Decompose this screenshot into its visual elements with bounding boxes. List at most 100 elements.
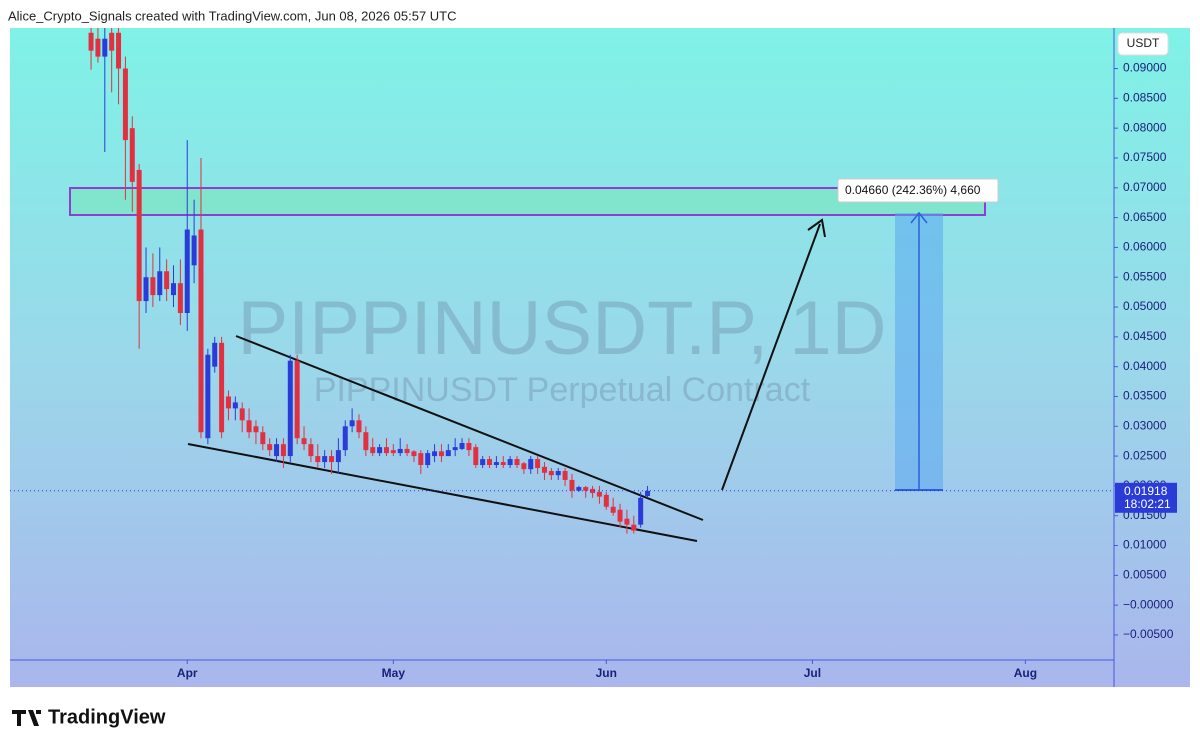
y-tick-label: 0.07500 [1123,150,1167,164]
candle-body [164,271,170,290]
y-tick-label: 0.08000 [1123,120,1167,134]
candle-body [143,277,149,302]
candle-body [88,32,94,51]
candle-body [590,488,596,494]
candle-body [390,450,396,454]
candle-body [370,447,376,454]
measure-label-box [837,178,999,203]
header-text: Alice_Crypto_Signals created with Tradin… [8,8,457,23]
candle-body [102,38,108,57]
candle-body [157,271,163,296]
candle-body [239,408,245,421]
candle-body [521,463,527,470]
y-tick-label: 0.04500 [1123,329,1167,343]
candle-body [136,169,142,302]
resistance-zone [69,187,986,216]
candle-body [383,447,389,454]
candle-body [535,459,541,469]
y-tick-label: 0.05500 [1123,269,1167,283]
y-tick-label: 0.07000 [1123,180,1167,194]
candle-body [377,447,383,454]
measure-arrow-head [910,211,928,224]
x-tick-label: Jul [804,666,821,680]
candle-body [514,459,520,466]
watermark-symbol: PIPPINUSDT.P, 1D [237,286,886,371]
y-tick-label: 0.00500 [1123,568,1167,582]
candle-body [329,456,335,463]
candle-body [232,402,238,409]
candle-body [541,466,547,473]
candle-body [555,470,561,476]
projection-arrow [721,223,821,491]
candle-body [177,283,183,313]
last-price-box [1115,482,1177,513]
wedge-upper-line [235,335,704,521]
y-tick-label: 0.01000 [1123,538,1167,552]
candle-body [363,432,369,451]
candle-body [576,487,582,491]
countdown-label: 18:02:21 [1124,497,1171,511]
candle-body [452,447,458,451]
y-tick-label: 0.05000 [1123,299,1167,313]
unit-label: USDT [1127,36,1160,50]
candle-body [267,444,273,451]
candle-body [315,456,321,463]
candle-body [480,459,486,466]
candle-body [617,509,623,522]
candle-body [548,470,554,476]
candle-body [473,447,479,466]
unit-box [1117,32,1169,56]
footer-background [0,687,1200,747]
plot [69,28,986,542]
footer-brand: TradingView [48,706,166,728]
candle-body [583,487,589,491]
candle-body [418,453,424,466]
watermark-description: PIPPINUSDT Perpetual Contract [314,371,811,409]
candle-body [342,426,348,451]
y-tick-label: −0.00500 [1123,627,1174,641]
candle-body [638,497,644,525]
candle-body [212,342,218,367]
x-tick-label: Aug [1014,666,1037,680]
candle-body [287,360,293,457]
candle-body [246,420,252,433]
candle-body [507,459,513,466]
candle-body [493,462,499,466]
y-tick-label: −0.00000 [1123,597,1174,611]
candle-body [432,451,438,457]
candle-body [109,32,115,51]
y-tick-label: 0.06000 [1123,240,1167,254]
candle-body [260,432,266,445]
candle-body [404,448,410,454]
candle-body [397,448,403,454]
candle-body [466,442,472,451]
candle-body [335,450,341,463]
candle-body [425,453,431,466]
candle-body [459,442,465,449]
candle-body [122,68,128,141]
candle-body [308,444,314,457]
candle-body [631,524,637,531]
candle-body [184,229,190,313]
candle-body [253,426,259,433]
y-tick-label: 0.06500 [1123,210,1167,224]
x-tick-label: Jun [596,666,617,680]
candle-body [322,456,328,463]
y-tick-label: 0.04000 [1123,359,1167,373]
tradingview-logo [12,710,41,726]
candle-body [445,450,451,457]
candle-body [280,444,286,457]
candle-body [95,38,101,57]
candle-body [487,459,493,466]
wedge-lower-line [187,443,698,542]
candle-body [301,438,307,445]
candle-body [569,479,575,491]
y-tick-label: 0.03500 [1123,389,1167,403]
x-tick-label: May [382,666,406,680]
y-tick-label: 0.09000 [1123,61,1167,75]
candle-body [500,462,506,466]
candle-body [191,235,197,266]
candle-body [356,420,362,433]
